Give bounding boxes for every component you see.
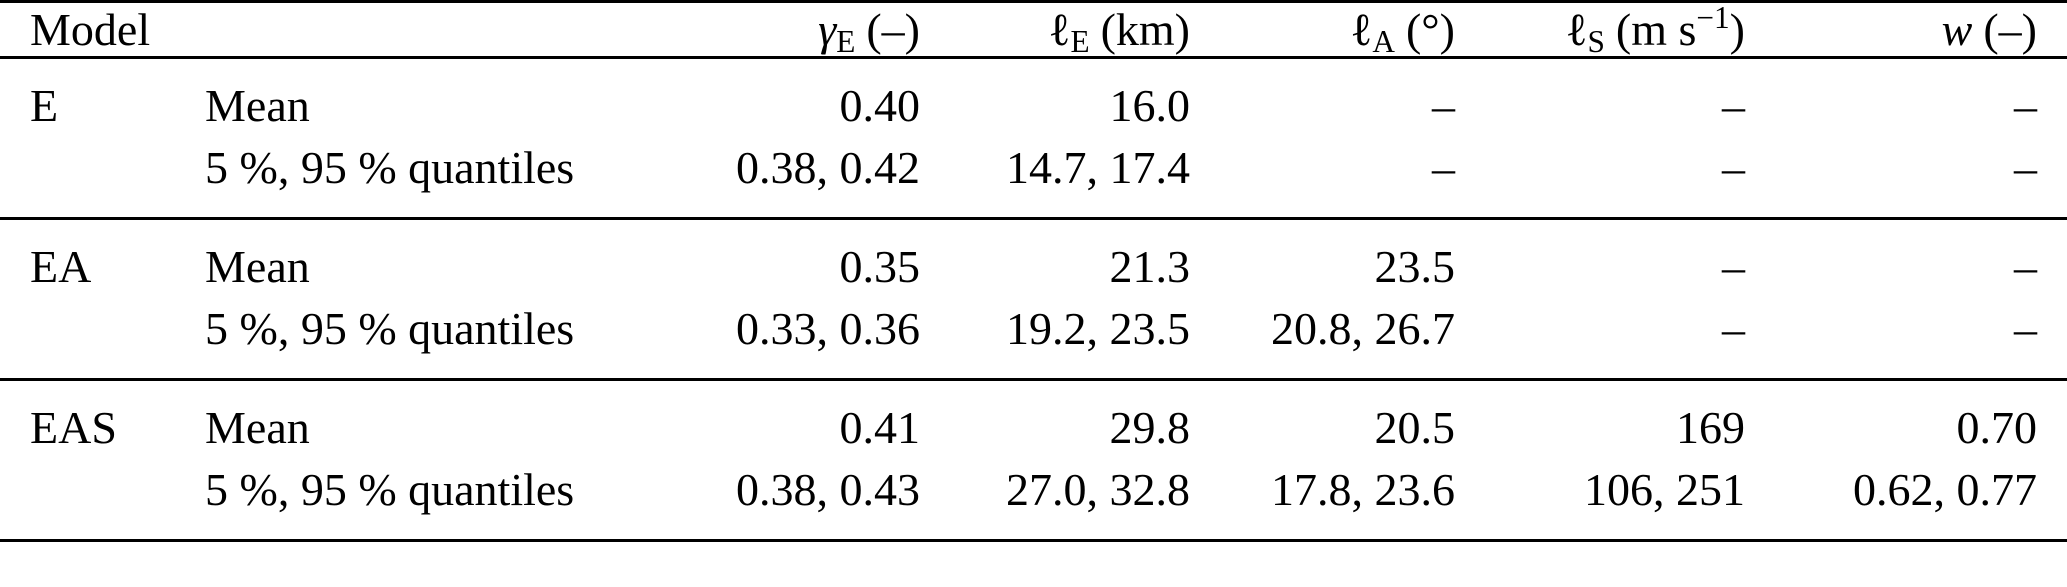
value-cell: 0.62, 0.77 [1775,459,2067,542]
value-cell: 0.40 [839,80,921,131]
gamma-unit: (–) [866,4,920,55]
value-cell: 0.38, 0.43 [635,459,950,542]
table-header: Model γE (–) ℓE (km) ℓA (°) ℓS (m s−1) w (–) [0,0,2067,59]
table-row-e-mean: E Mean 0.40 16.0 – – – [0,58,2067,138]
value-cell: 106, 251 [1485,459,1775,542]
model-cell: EA [30,241,92,292]
stat-label: Mean [205,402,310,453]
table-row-ea-quantiles: 5 %, 95 % quantiles 0.33, 0.36 19.2, 23.… [0,298,2067,381]
model-cell: E [30,80,59,131]
value-cell: – [1485,298,1775,381]
value-cell: 29.8 [1109,402,1191,453]
stat-label: Mean [205,80,310,131]
ell-a-symbol: ℓ [1350,4,1373,55]
value-cell: 19.2, 23.5 [950,298,1220,381]
value-cell: – [1775,298,2067,381]
w-symbol: w [1941,4,1973,55]
ell-s-unit-sup: −1 [1696,1,1730,35]
value-cell: – [2014,241,2037,292]
stat-label: Mean [205,241,310,292]
stat-label: 5 %, 95 % quantiles [205,459,635,542]
model-group-ea: EA Mean 0.35 21.3 23.5 – – 5 %, 95 % qua… [0,219,2067,381]
ell-s-symbol: ℓ [1565,4,1588,55]
col-header-gamma-e: γE (–) [635,0,950,59]
value-cell: 0.41 [839,402,921,453]
model-cell: EAS [30,402,117,453]
model-group-eas: EAS Mean 0.41 29.8 20.5 169 0.70 5 %, 95… [0,380,2067,542]
model-cell-empty [0,298,205,381]
value-cell: 0.38, 0.42 [635,137,950,220]
model-cell-empty [0,459,205,542]
value-cell: – [1485,137,1775,220]
value-cell: 17.8, 23.6 [1220,459,1485,542]
value-cell: – [1775,137,2067,220]
value-cell: 20.8, 26.7 [1220,298,1485,381]
value-cell: 169 [1676,402,1745,453]
stat-label: 5 %, 95 % quantiles [205,137,635,220]
value-cell: – [1220,137,1485,220]
w-unit: (–) [1983,4,2037,55]
value-cell: 0.33, 0.36 [635,298,950,381]
value-cell: 27.0, 32.8 [950,459,1220,542]
ell-e-subscript: E [1070,23,1090,58]
col-header-empty [205,0,635,59]
stat-label: 5 %, 95 % quantiles [205,298,635,381]
header-row: Model γE (–) ℓE (km) ℓA (°) ℓS (m s−1) w (–) [0,0,2067,59]
value-cell: 16.0 [1109,80,1191,131]
value-cell: 0.35 [839,241,921,292]
ell-a-subscript: A [1372,23,1395,58]
value-cell: – [2014,80,2037,131]
table-row-ea-mean: EA Mean 0.35 21.3 23.5 – – [0,219,2067,299]
value-cell: 14.7, 17.4 [950,137,1220,220]
col-header-ell-a: ℓA (°) [1220,0,1485,59]
col-header-w: w (–) [1775,0,2067,59]
value-cell: – [1432,80,1455,131]
ell-s-unit-pre: (m s [1615,4,1697,55]
value-cell: 23.5 [1374,241,1456,292]
col-header-ell-e: ℓE (km) [950,0,1220,59]
col-header-ell-s: ℓS (m s−1) [1485,0,1775,59]
ell-e-symbol: ℓ [1048,4,1071,55]
table-row-eas-quantiles: 5 %, 95 % quantiles 0.38, 0.43 27.0, 32.… [0,459,2067,542]
ell-a-unit: (°) [1405,4,1455,55]
value-cell: – [1722,80,1745,131]
ell-s-unit-post: ) [1729,4,1745,55]
gamma-symbol: γ [818,4,837,55]
model-group-e: E Mean 0.40 16.0 – – – 5 %, 95 % quantil… [0,58,2067,220]
ell-s-subscript: S [1587,23,1605,58]
results-table: Model γE (–) ℓE (km) ℓA (°) ℓS (m s−1) w (–) … [0,0,2067,542]
table-row-eas-mean: EAS Mean 0.41 29.8 20.5 169 0.70 [0,380,2067,460]
value-cell: – [1722,241,1745,292]
table-row-e-quantiles: 5 %, 95 % quantiles 0.38, 0.42 14.7, 17.… [0,137,2067,220]
value-cell: 21.3 [1109,241,1191,292]
ell-e-unit: (km) [1100,4,1190,55]
value-cell: 0.70 [1956,402,2038,453]
value-cell: 20.5 [1374,402,1456,453]
gamma-subscript: E [836,23,856,58]
col-header-model: Model [0,0,205,59]
model-cell-empty [0,137,205,220]
